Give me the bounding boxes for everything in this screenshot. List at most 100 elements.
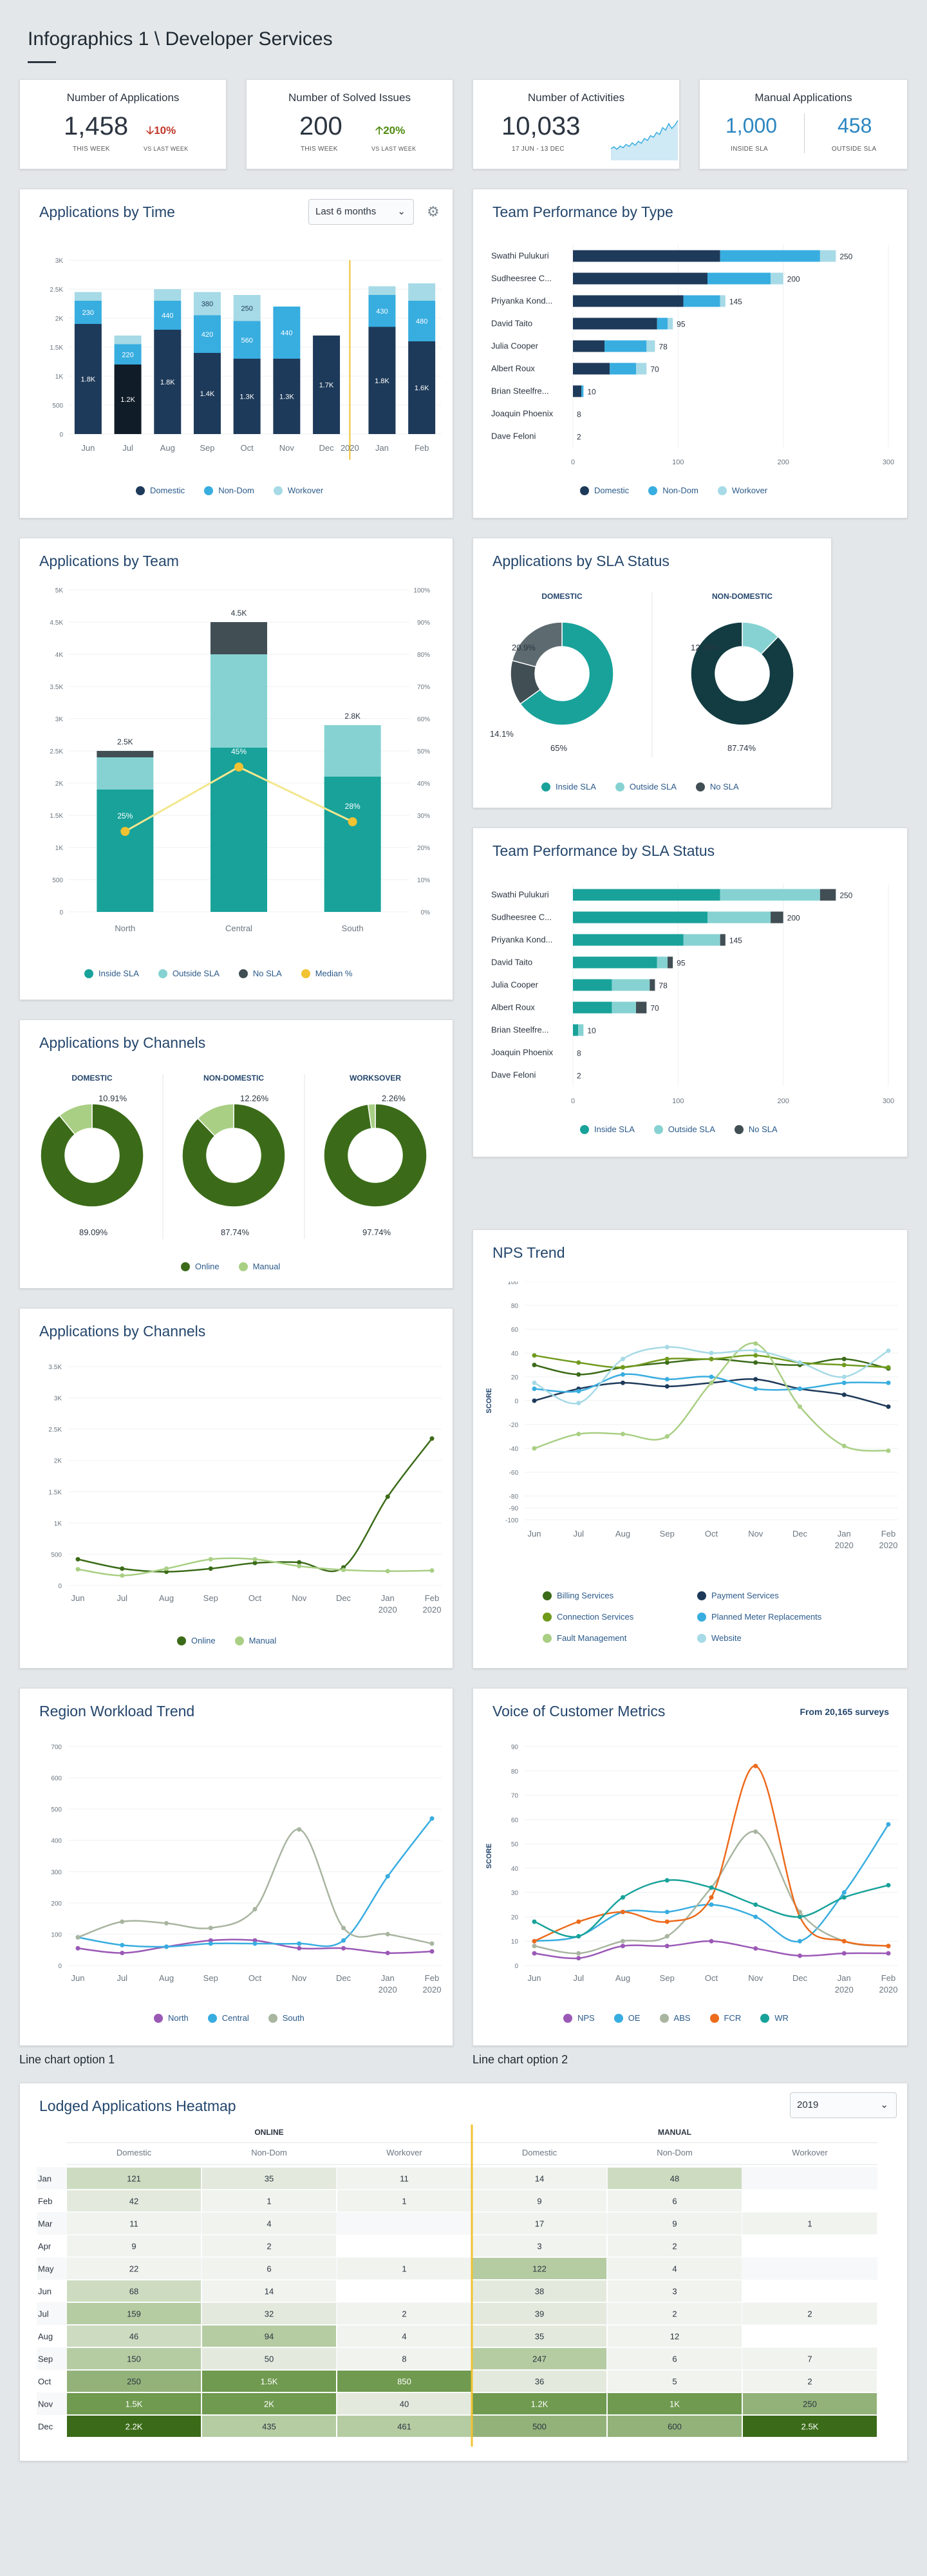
heatmap-value: 35 (265, 2174, 274, 2184)
legend-item[interactable]: Connection Services (543, 1612, 697, 1622)
y-axis-label: SCORE (485, 1843, 493, 1868)
gear-icon[interactable]: ⚙ (427, 204, 440, 220)
data-label: 1.8K (160, 379, 175, 386)
x-tick-label: Jul (122, 443, 133, 453)
data-point (208, 1926, 213, 1931)
chevron-down-icon: ⌄ (880, 2099, 888, 2110)
y-tick-label: 600 (51, 1776, 62, 1783)
card-heatmap: Lodged Applications Heatmap 2019 ⌄ ONLINE… (19, 2083, 908, 2461)
legend-swatch (238, 969, 248, 978)
legend-item[interactable]: Manual (238, 1262, 281, 1271)
legend-item[interactable]: OE (613, 2013, 641, 2023)
legend-item[interactable]: Online (177, 1636, 216, 1645)
legend-item[interactable]: Payment Services (697, 1591, 865, 1600)
legend-item[interactable]: No SLA (695, 782, 739, 791)
x-tick-label: 100 (672, 1097, 684, 1105)
data-point (886, 1822, 891, 1827)
data-point (576, 1388, 581, 1394)
slice-callout: 97.74% (362, 1227, 391, 1237)
legend-item[interactable]: Outside SLA (158, 969, 220, 978)
legend-item[interactable]: Non-Dom (204, 486, 254, 495)
legend-label: Manual (252, 1262, 281, 1271)
card-apps-by-time: Applications by Time Last 6 months ⌄ ⚙ 0 5… (19, 189, 453, 518)
legend-item[interactable]: North (154, 2013, 189, 2023)
kpi-card-applications[interactable]: Number of Applications 1,458 THIS WEEK 🡣… (19, 79, 227, 169)
legend-item[interactable]: Outside SLA (653, 1124, 715, 1134)
y-tick-label: 100 (507, 1282, 518, 1286)
heatmap-value: 9 (537, 2197, 541, 2206)
legend-item[interactable]: South (268, 2013, 304, 2023)
kpi-change-up: 🡡20% (375, 122, 405, 141)
legend-item[interactable]: Billing Services (543, 1591, 697, 1600)
legend-item[interactable]: Non-Dom (648, 486, 698, 495)
legend-item[interactable]: WR (760, 2013, 789, 2023)
heatmap-value: 2 (807, 2309, 812, 2319)
chart-title: Applications by Team (39, 553, 179, 569)
y-tick-label: 200 (51, 1900, 62, 1908)
legend-item[interactable]: No SLA (734, 1124, 778, 1134)
row-label: Jul (38, 2309, 49, 2319)
bar-segment (668, 956, 673, 969)
heatmap-value: 6 (672, 2354, 677, 2364)
legend-item[interactable]: NPS (563, 2013, 595, 2023)
legend-item[interactable]: Inside SLA (84, 969, 139, 978)
data-point (709, 1938, 714, 1944)
legend-item[interactable]: ABS (659, 2013, 691, 2023)
heatmap-value: 122 (532, 2264, 547, 2274)
legend-swatch (238, 1262, 248, 1271)
data-point (753, 1387, 758, 1391)
time-range-select[interactable]: Last 6 months ⌄ (308, 199, 414, 225)
legend-item[interactable]: No SLA (238, 969, 282, 978)
data-point (798, 1938, 802, 1944)
x-tick-label: Feb (425, 1973, 439, 1983)
legend-swatch (541, 782, 550, 791)
apps-by-channels-donut-chart: DOMESTIC 10.91% 89.09% NON-DOMESTIC 12.26% 87… (40, 1074, 427, 1239)
select-value: Last 6 months (315, 206, 377, 217)
series-line (77, 1437, 433, 1573)
heatmap-value: 2 (672, 2242, 677, 2251)
heatmap-value: 250 (803, 2400, 817, 2409)
legend-item[interactable]: Website (697, 1633, 865, 1643)
y-tick-label: -80 (509, 1493, 519, 1501)
heatmap-cell (67, 2371, 201, 2392)
bar-domestic (193, 353, 221, 434)
kpi-card-manual[interactable]: Manual Applications 1,000 INSIDE SLA 458… (699, 79, 908, 169)
year-select[interactable]: 2019 ⌄ (790, 2092, 897, 2118)
legend-item[interactable]: Inside SLA (541, 782, 596, 791)
legend-item[interactable]: Inside SLA (580, 1124, 635, 1134)
legend-item[interactable]: Domestic (580, 486, 629, 495)
bar-domestic (114, 365, 142, 434)
x-tick-label: Oct (248, 1973, 262, 1983)
heatmap-value: 14 (265, 2287, 274, 2297)
bar-segment (573, 317, 657, 330)
legend-item[interactable]: Outside SLA (615, 782, 677, 791)
data-point (664, 1934, 670, 1939)
heatmap-cell (202, 2303, 336, 2324)
legend-swatch (760, 2013, 770, 2023)
data-point (208, 1557, 213, 1562)
kpi-sub-outside: OUTSIDE SLA (832, 146, 877, 153)
legend-item[interactable]: Domestic (136, 486, 185, 495)
legend-item[interactable]: FCR (709, 2013, 741, 2023)
legend-item[interactable]: Central (207, 2013, 249, 2023)
card-apps-by-sla: Applications by SLA Status DOMESTIC 20.9%… (473, 538, 832, 808)
legend-item[interactable]: Median % (301, 969, 353, 978)
legend-item[interactable]: Manual (234, 1636, 276, 1645)
total-label: 4.5K (231, 609, 247, 618)
legend-item[interactable]: Fault Management (543, 1633, 697, 1643)
apps-by-sla-chart: DOMESTIC 20.9% 14.1% 65% NON-DOMESTIC 12.26% 8… (490, 592, 794, 757)
kpi-card-solved-issues[interactable]: Number of Solved Issues 200 THIS WEEK 🡡2… (246, 79, 453, 169)
bar-inside-sla (97, 790, 154, 912)
data-point (709, 1902, 714, 1908)
y-category-label: Swathi Pulukuri (491, 890, 549, 900)
legend-item[interactable]: Workover (273, 486, 323, 495)
legend-item[interactable]: Online (181, 1262, 220, 1271)
y-category-label: Albert Roux (491, 364, 535, 374)
data-point (385, 1874, 390, 1879)
legend-item[interactable]: Workover (717, 486, 767, 495)
legend-item[interactable]: Planned Meter Replacements (697, 1612, 865, 1622)
y-tick-label: 400 (51, 1838, 62, 1845)
bar-segment (573, 1024, 579, 1036)
kpi-card-activities[interactable]: Number of Activities 10,033 17 JUN - 13 … (473, 79, 680, 169)
total-label: 200 (787, 914, 800, 923)
